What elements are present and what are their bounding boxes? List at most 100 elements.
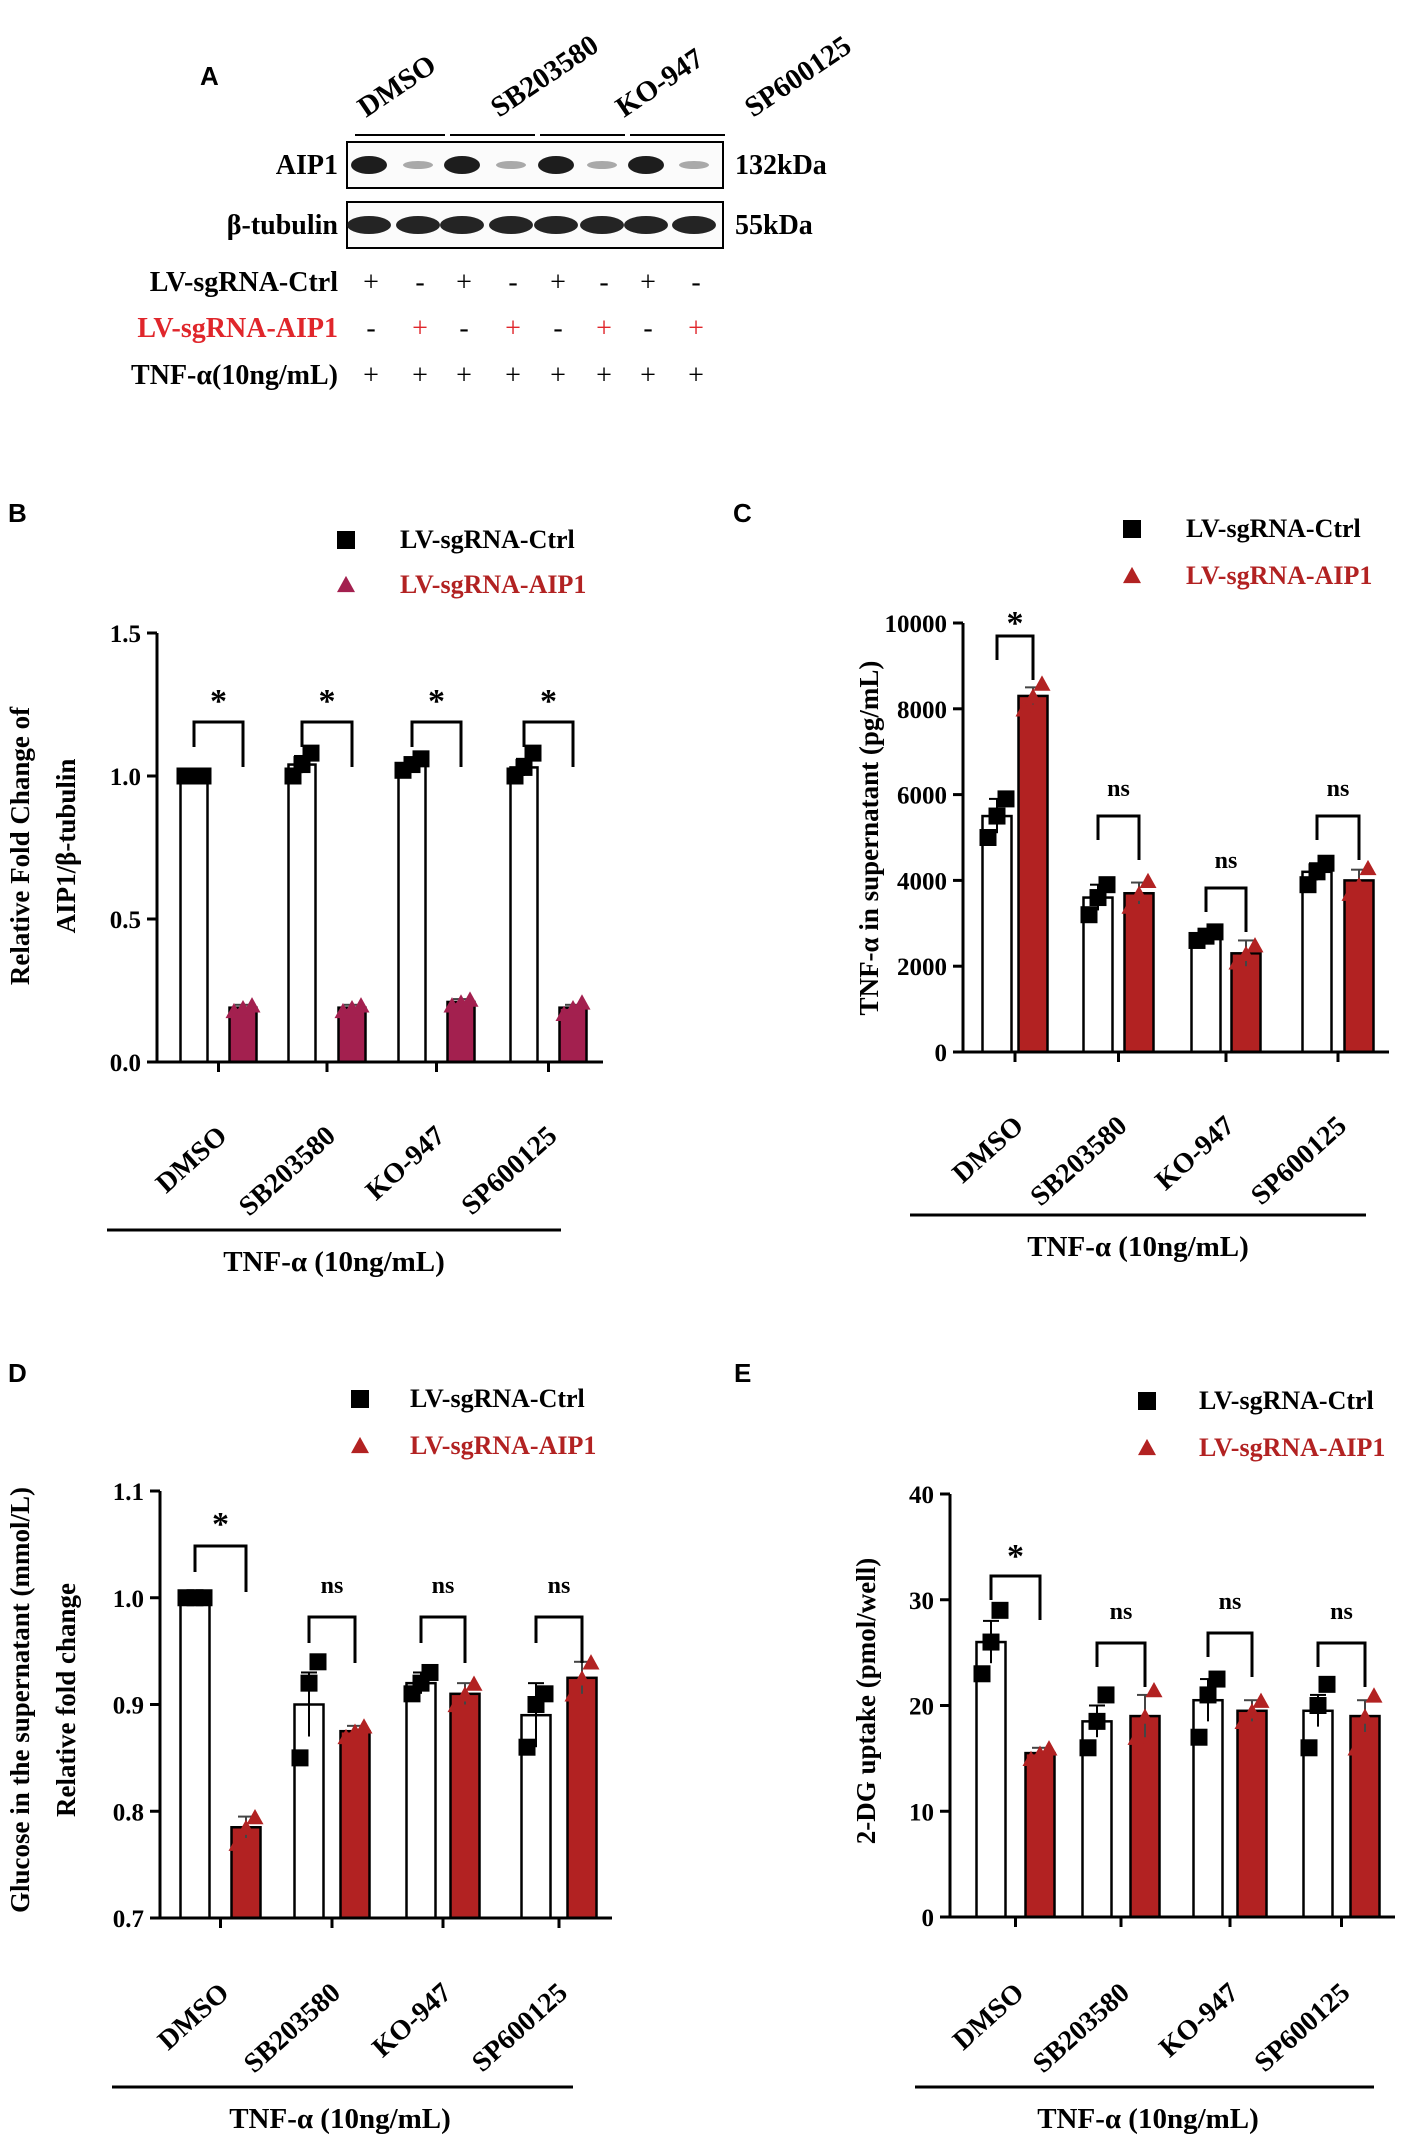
y-tick-label: 1.0 (110, 764, 141, 791)
data-point-aip1 (582, 1654, 600, 1670)
bar-aip1 (1123, 892, 1155, 1054)
y-tick-label: 10 (909, 1799, 934, 1826)
significance-label: ns (1327, 776, 1350, 802)
data-point-aip1 (337, 1728, 355, 1745)
data-point-ctrl (982, 1633, 1000, 1651)
blot-band (440, 216, 484, 234)
y-tick-label: 10000 (885, 611, 948, 638)
blot-band (351, 156, 387, 174)
panel-a: A DMSO SB203580 KO-947 SP600125 AIP1 132kDa β-t… (131, 29, 857, 391)
legend-label-aip1: LV-sgRNA-AIP1 (1186, 561, 1372, 590)
significance-label: * (319, 683, 336, 720)
bar-ctrl (405, 1681, 437, 1920)
x-axis-title: TNF-α (10ng/mL) (1027, 1231, 1249, 1263)
data-point-aip1 (352, 997, 370, 1013)
y-tick-label: 0.5 (110, 907, 141, 934)
x-tick-label: SB203580 (1025, 1110, 1134, 1212)
data-point-aip1 (243, 997, 261, 1013)
legend-label-aip1: LV-sgRNA-AIP1 (1199, 1433, 1385, 1462)
data-point-aip1 (1024, 688, 1042, 704)
significance-label: ns (321, 1573, 344, 1599)
blot-band (396, 216, 440, 234)
significance-bracket (192, 720, 245, 767)
treatment-sign: + (596, 313, 612, 344)
data-point-aip1 (1252, 1692, 1270, 1708)
legend-label-aip1: LV-sgRNA-AIP1 (410, 1431, 596, 1460)
data-point-aip1 (1127, 1729, 1145, 1745)
data-point-ctrl (1097, 1686, 1115, 1704)
significance-bracket (989, 1574, 1042, 1620)
significance-bracket (193, 1544, 248, 1592)
x-tick-label: DMSO (947, 1977, 1030, 2056)
data-point-ctrl (1318, 1675, 1336, 1693)
data-point-ctrl (1300, 1739, 1318, 1757)
significance-label: * (1007, 1538, 1024, 1575)
data-point-aip1 (246, 1808, 264, 1825)
significance-label: ns (1107, 776, 1130, 802)
significance-bracket (522, 720, 575, 767)
bar-aip1 (1129, 1714, 1161, 1919)
treatment-sign: + (688, 313, 704, 344)
significance-label: * (210, 683, 227, 720)
treatment-sign: - (366, 313, 375, 344)
blot-label-aip1: AIP1 (276, 150, 338, 181)
legend-label-ctrl: LV-sgRNA-Ctrl (1186, 514, 1361, 543)
bar-aip1 (1017, 694, 1049, 1054)
x-tick-label: KO-947 (1149, 1110, 1240, 1197)
data-point-ctrl (997, 790, 1015, 808)
treatment-sign: + (550, 267, 566, 298)
data-point-ctrl (1190, 1728, 1208, 1746)
data-point-aip1 (1234, 1713, 1252, 1730)
data-point-aip1 (564, 1000, 582, 1016)
bar-ctrl (179, 774, 209, 1064)
data-point-aip1 (1237, 945, 1255, 961)
data-point-aip1 (1341, 885, 1359, 901)
legend-label-ctrl: LV-sgRNA-Ctrl (1199, 1386, 1374, 1415)
blot-band (444, 156, 480, 174)
y-tick-label: 1.1 (113, 1479, 144, 1506)
data-point-ctrl (302, 744, 320, 762)
data-point-ctrl (1079, 1739, 1097, 1757)
significance-bracket (1316, 1641, 1367, 1687)
panel-d-letter: D (8, 1358, 27, 1388)
y-axis-label: Relative fold change (51, 1583, 81, 1817)
data-point-aip1 (228, 1835, 246, 1851)
data-point-aip1 (461, 991, 479, 1007)
y-tick-label: 4000 (897, 868, 947, 895)
data-point-aip1 (1347, 1740, 1365, 1756)
bar-aip1 (339, 1729, 371, 1920)
y-tick-label: 1.0 (113, 1586, 144, 1613)
data-point-aip1 (1228, 954, 1246, 970)
data-point-aip1 (555, 1005, 573, 1022)
bar-ctrl (509, 766, 539, 1064)
blot-band (624, 216, 668, 234)
legend-marker-ctrl (1123, 520, 1141, 538)
bar-aip1 (1236, 1709, 1268, 1919)
significance-bracket (1096, 814, 1141, 860)
blot-band (489, 216, 533, 234)
significance-bracket (534, 1615, 584, 1663)
treatment-sign: + (688, 360, 704, 391)
data-point-ctrl (309, 1653, 327, 1671)
data-point-aip1 (1033, 675, 1051, 691)
data-point-ctrl (1208, 1670, 1226, 1688)
data-point-aip1 (1243, 1703, 1261, 1719)
legend-marker-aip1 (1123, 566, 1141, 584)
x-tick-label: SB203580 (1027, 1977, 1136, 2079)
y-axis-label: 2-DG uptake (pmol/well) (851, 1558, 881, 1845)
panel-c-letter: C (733, 498, 752, 528)
legend-marker-ctrl (351, 1390, 369, 1408)
significance-bracket (419, 1615, 467, 1663)
panel-d: D LV-sgRNA-Ctrl LV-sgRNA-AIP1 0.7 0.8 0.9 1.0 1… (5, 1358, 612, 2135)
blot-band (538, 156, 574, 174)
x-tick-label: KO-947 (1153, 1977, 1244, 2064)
y-axis-label: Relative Fold Change of (5, 706, 35, 985)
bar-ctrl (1301, 870, 1333, 1054)
panel-e-letter: E (734, 1358, 751, 1388)
bar-ctrl (981, 814, 1013, 1054)
data-point-aip1 (1040, 1740, 1058, 1756)
blot-label-tubulin: β-tubulin (227, 210, 339, 241)
y-axis-label: Glucose in the supernatant (mmol/L) (5, 1487, 35, 1913)
treatment-sign: + (550, 360, 566, 391)
